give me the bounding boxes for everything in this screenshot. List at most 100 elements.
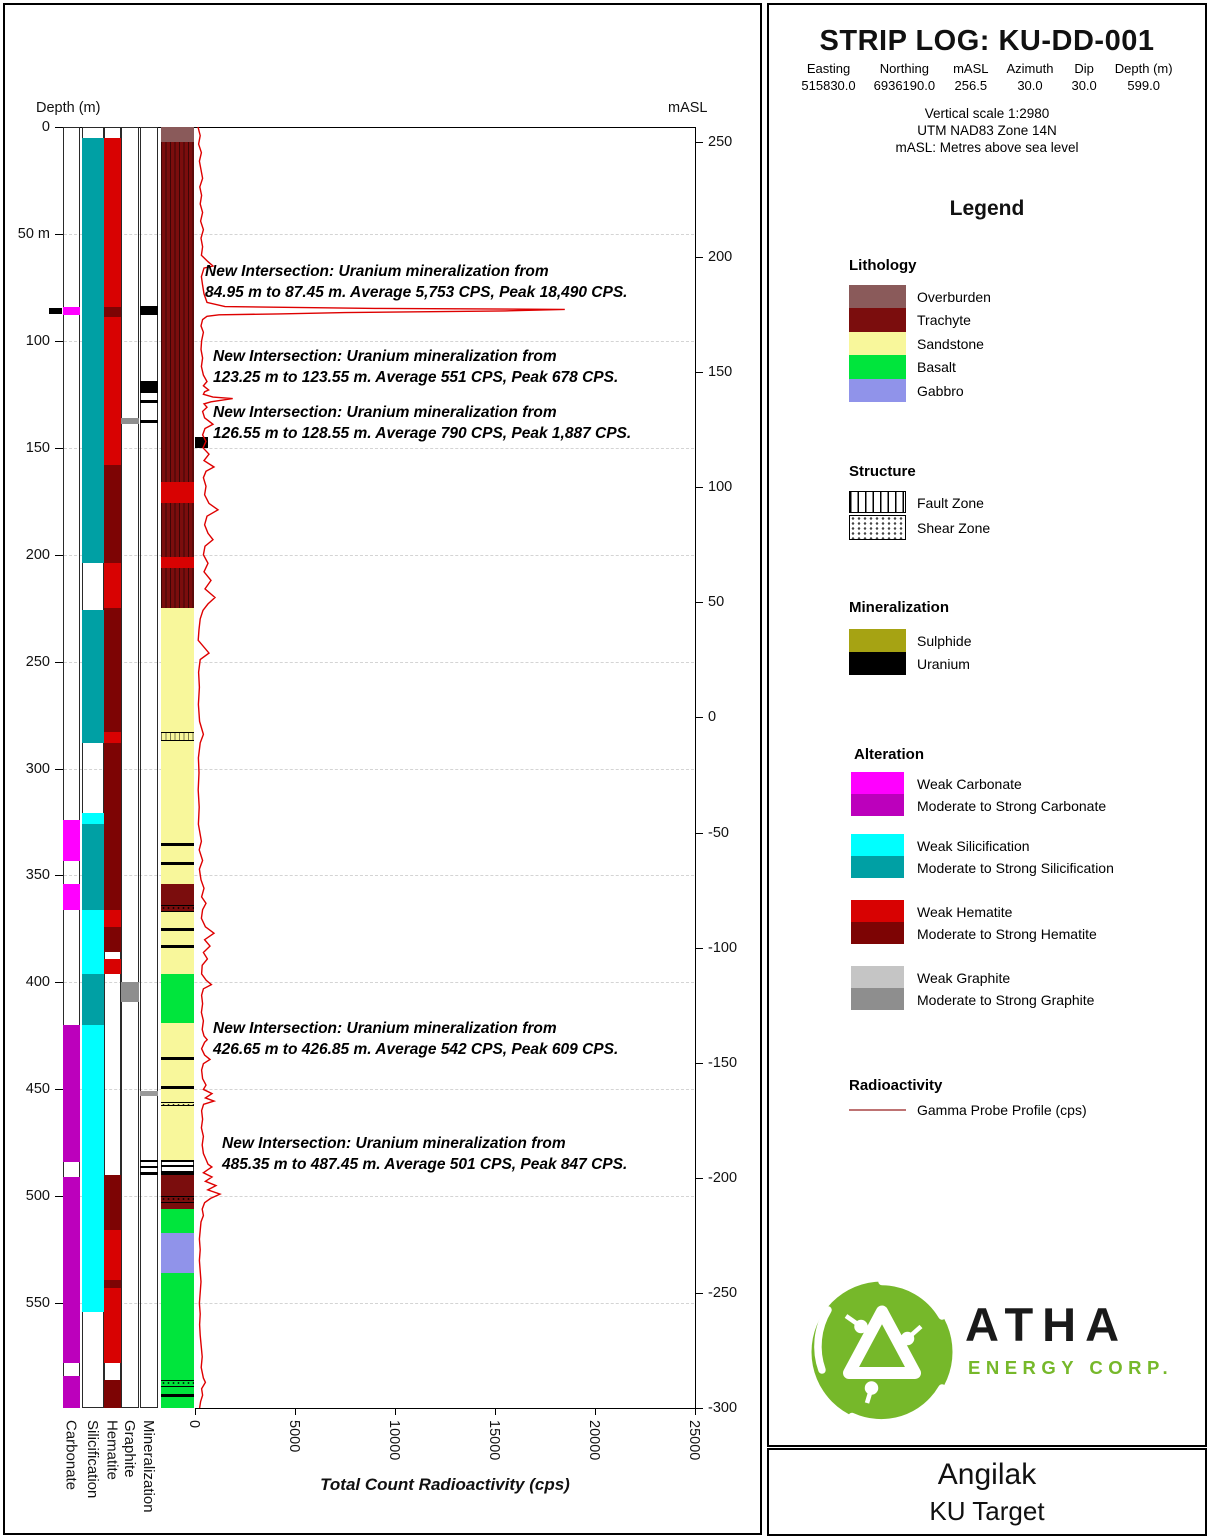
masl-tick-label: -250 bbox=[708, 1284, 738, 1301]
depth-gridline bbox=[64, 1303, 694, 1305]
legend-item-label: Moderate to Strong Hematite bbox=[917, 926, 1097, 942]
legend-swatch-overburden bbox=[849, 285, 906, 309]
masl-tick bbox=[695, 832, 703, 834]
cps-tick bbox=[595, 1408, 596, 1415]
mineralization-column-outline bbox=[140, 127, 158, 1408]
hematite-interval-hematite_strong bbox=[104, 464, 121, 564]
lithology-interval-gabbro bbox=[161, 1232, 194, 1274]
lithology-interval-uranium bbox=[161, 1165, 194, 1168]
hematite-interval-hematite_weak bbox=[104, 732, 121, 743]
legend-item-label: Sandstone bbox=[917, 335, 984, 352]
hematite-interval-hematite_strong bbox=[104, 742, 121, 910]
masl-tick-label: -150 bbox=[708, 1054, 738, 1071]
depth-tick-label: 350 bbox=[25, 867, 50, 884]
lithology-interval-sandstone bbox=[161, 1023, 194, 1160]
legend-section-structure: Structure bbox=[849, 463, 916, 480]
masl-tick bbox=[695, 141, 703, 143]
legend-swatch-gabbro bbox=[849, 378, 906, 402]
legend-swatch-sandstone bbox=[849, 331, 906, 356]
column-label-mineralization: Mineralization bbox=[140, 1420, 157, 1513]
silicification-interval-silicification_strong bbox=[82, 137, 104, 564]
lithology-interval-basalt bbox=[161, 973, 194, 1024]
lithology-interval-basalt bbox=[161, 1380, 194, 1387]
depth-gridline bbox=[64, 982, 694, 984]
mineralization-interval-uranium bbox=[140, 399, 158, 403]
lithology-interval-sandstone bbox=[161, 1102, 194, 1107]
silicification-interval-silicification_weak bbox=[82, 909, 104, 974]
legend-item-label: Uranium bbox=[917, 656, 970, 672]
lithology-interval-trachyte bbox=[161, 141, 194, 482]
lithology-interval-sandstone bbox=[161, 740, 194, 885]
legend-item-label: Moderate to Strong Silicification bbox=[917, 860, 1114, 876]
depth-tick bbox=[55, 1089, 63, 1091]
masl-tick-label: -200 bbox=[708, 1169, 738, 1186]
carbonate-interval-carbonate_weak bbox=[63, 819, 80, 861]
legend-swatch-shear-zone bbox=[849, 515, 906, 540]
cps-tick bbox=[295, 1408, 296, 1415]
hematite-interval-hematite_strong bbox=[104, 608, 121, 733]
scale-note: Vertical scale 1:2980 bbox=[924, 106, 1050, 121]
depth-tick-label: 200 bbox=[25, 546, 50, 563]
lithology-interval-uranium bbox=[161, 1057, 194, 1061]
lithology-interval-basalt bbox=[161, 1209, 194, 1233]
collar-field-dip: Dip 30.0 bbox=[1071, 61, 1097, 93]
legend-item-label: Moderate to Strong Carbonate bbox=[917, 798, 1107, 814]
column-label-hematite: Hematite bbox=[103, 1420, 121, 1481]
legend-item-label: Gabbro bbox=[917, 382, 964, 399]
masl-axis-title: mASL bbox=[668, 100, 708, 116]
depth-tick-label: 450 bbox=[25, 1081, 50, 1098]
masl-axis-line bbox=[695, 127, 696, 1408]
mineralization-interval-uranium bbox=[140, 381, 158, 394]
legend-title: Legend bbox=[949, 197, 1025, 220]
lithology-interval-trachyte bbox=[161, 905, 194, 912]
cps-tick-label: 15000 bbox=[486, 1420, 502, 1461]
legend-item-label: Gamma Probe Profile (cps) bbox=[917, 1102, 1087, 1118]
masl-tick-label: 250 bbox=[708, 133, 733, 150]
depth-axis-title: Depth (m) bbox=[36, 100, 101, 116]
graphite-interval-graphite_strong bbox=[121, 982, 139, 1002]
collar-field-northing: Northing 6936190.0 bbox=[873, 61, 936, 93]
lithology-interval-uranium bbox=[161, 945, 194, 949]
lithology-interval-uranium bbox=[161, 1394, 194, 1398]
depth-tick bbox=[55, 447, 63, 449]
depth-tick-label: 0 bbox=[41, 119, 50, 135]
intersection-annotation: New Intersection: Uranium mineralization… bbox=[213, 404, 632, 442]
scale-note: mASL: Metres above sea level bbox=[895, 140, 1079, 155]
legend-swatch-carbonate_strong bbox=[851, 794, 904, 816]
depth-tick bbox=[55, 875, 63, 877]
legend-item-label: Weak Silicification bbox=[917, 838, 1030, 854]
info-panel: STRIP LOG: KU-DD-001 Easting 515830.0 Nort… bbox=[767, 3, 1207, 1447]
legend-swatch-trachyte bbox=[849, 308, 906, 332]
masl-tick-label: 200 bbox=[708, 249, 733, 266]
masl-tick bbox=[695, 257, 703, 259]
masl-tick-label: 100 bbox=[708, 479, 733, 496]
intersection-annotation: New Intersection: Uranium mineralization… bbox=[213, 348, 619, 386]
legend-swatch-graphite_strong bbox=[851, 988, 904, 1010]
hematite-interval-hematite_weak bbox=[104, 909, 121, 927]
lithology-interval-uranium bbox=[161, 861, 194, 865]
silicification-interval-silicification_weak bbox=[82, 1025, 104, 1312]
gamma-probe-profile bbox=[197, 126, 565, 1409]
lithology-interval-trachyte bbox=[161, 503, 194, 557]
lithology-interval-sandstone bbox=[161, 732, 194, 741]
depth-gridline bbox=[64, 340, 694, 342]
collar-field-easting: Easting 515830.0 bbox=[801, 61, 856, 93]
hematite-interval-hematite_weak bbox=[104, 137, 121, 465]
masl-tick-label: 50 bbox=[708, 594, 725, 611]
masl-tick bbox=[695, 1292, 703, 1294]
hematite-interval-hematite_strong bbox=[104, 1279, 121, 1289]
intersection-annotation: New Intersection: Uranium mineralization… bbox=[213, 1020, 619, 1058]
lithology-interval-uranium bbox=[161, 1159, 194, 1163]
lithology-interval-trachyte bbox=[161, 1174, 194, 1210]
legend-section-alteration: Alteration bbox=[854, 746, 925, 763]
column-label-carbonate: Carbonate bbox=[62, 1420, 80, 1491]
depth-gridline bbox=[64, 1196, 694, 1198]
collar-fields: Easting 515830.0 Northing 6936190.0 mASL 256.… bbox=[769, 61, 1205, 93]
title-block: Angilak KU Target bbox=[767, 1448, 1207, 1536]
lithology-interval-trachyte bbox=[161, 567, 194, 609]
cps-tick-label: 0 bbox=[186, 1420, 202, 1429]
brand-subtitle: ENERGY CORP. bbox=[968, 1357, 1174, 1378]
atha-logo-icon bbox=[811, 1277, 953, 1427]
depth-tick-label: 550 bbox=[25, 1295, 50, 1312]
legend-section-mineralization: Mineralization bbox=[849, 599, 950, 616]
